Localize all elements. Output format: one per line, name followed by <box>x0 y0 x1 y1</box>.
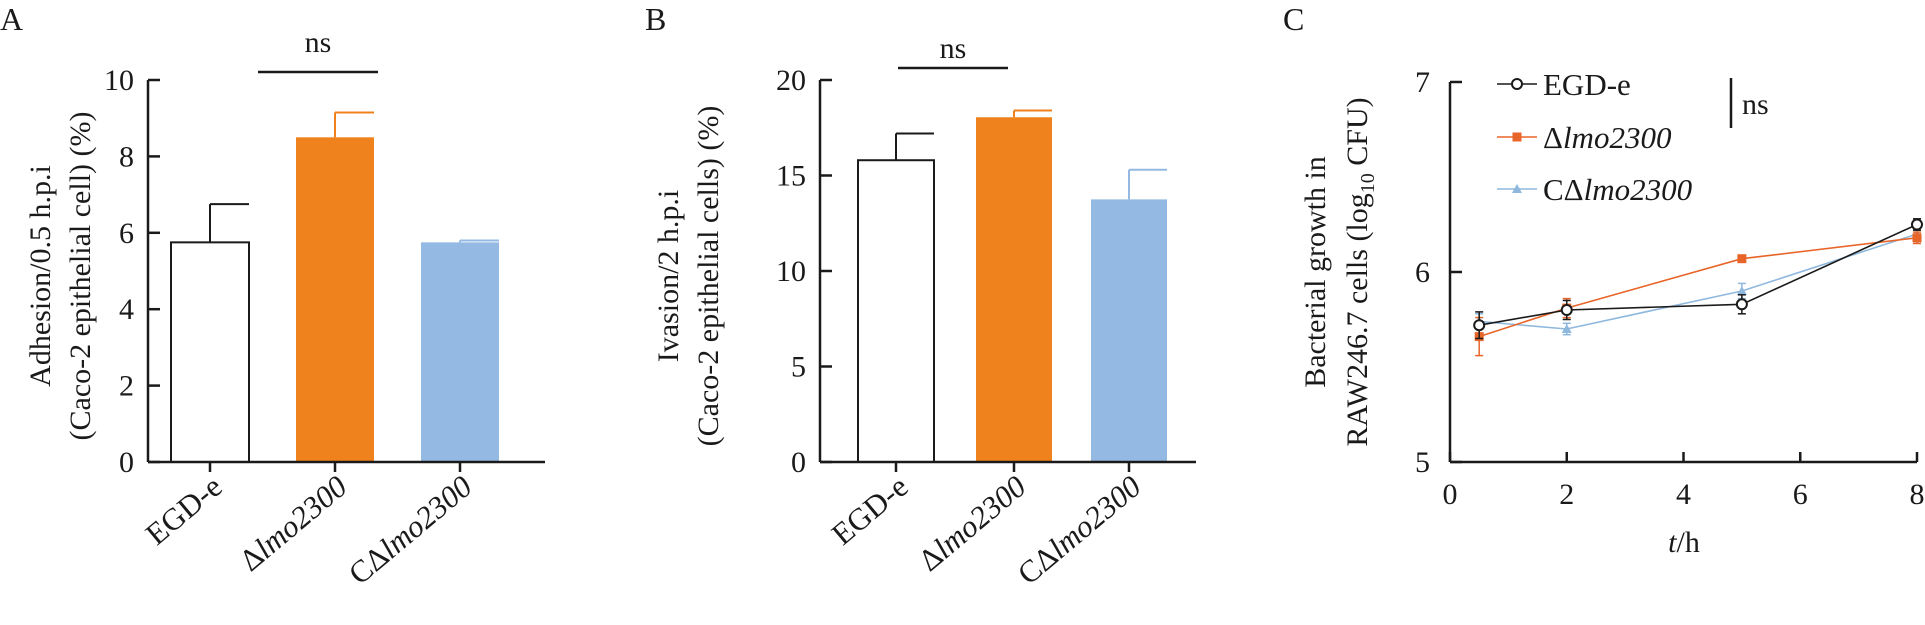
panel-a-category-label-plain: EGD-e <box>139 469 229 552</box>
panel-c-legend-1-label-pre: Δ <box>1543 120 1563 155</box>
panel-b-bar <box>1091 199 1167 462</box>
panel-a-ytick-label: 6 <box>119 217 134 250</box>
panel-a-category-label: Δlmo2300 <box>233 468 354 578</box>
panel-b-category-label-plain: EGD-e <box>825 469 915 552</box>
panel-a-ytick-label: 2 <box>119 370 134 403</box>
panel-b-bar <box>857 159 935 463</box>
panel-c-ylabel-line2-post: CFU) <box>1341 97 1374 173</box>
panel-a-significance-label: ns <box>305 26 332 59</box>
panel-c-ytick-label: 7 <box>1415 66 1430 99</box>
panel-c-legend-1-label: Δlmo2300 <box>1543 120 1672 155</box>
panel-a-ylabel-line2: (Caco-2 epithelial cell) (%) <box>64 111 97 440</box>
panel-a-ytick-label: 4 <box>119 293 134 326</box>
panel-a-bar-chart: Adhesion/0.5 h.p.i (Caco-2 epithelial ce… <box>24 26 545 591</box>
panel-b-significance-label: ns <box>940 32 967 65</box>
panel-letter-c: C <box>1283 1 1304 37</box>
panel-a-ytick-label: 0 <box>119 446 134 479</box>
panel-letter-a: A <box>0 1 23 37</box>
panel-c-xtick-label: 2 <box>1559 478 1574 511</box>
panel-a-category-label-italic: lmo2300 <box>248 468 354 565</box>
panel-c-series-0-point <box>1911 218 1923 231</box>
panel-c-xlabel-italic: t <box>1668 526 1677 559</box>
panel-c-series-1-point <box>1912 233 1922 243</box>
panel-a-ytick-label: 10 <box>104 64 134 97</box>
panel-c-legend-1-label-italic: lmo2300 <box>1563 120 1672 155</box>
panel-a-ylabel-line1: Adhesion/0.5 h.p.i <box>24 165 57 387</box>
panel-a-bar <box>421 242 499 462</box>
panel-c-legend-2-label-italic: lmo2300 <box>1584 172 1693 207</box>
panel-c-series-0-point <box>1735 298 1748 311</box>
panel-c-series-0-point <box>1560 304 1573 316</box>
panel-b-ytick-label: 0 <box>791 446 806 479</box>
panel-c-xlabel-plain: /h <box>1677 526 1700 559</box>
panel-c-series-2-point <box>1561 324 1572 333</box>
panel-b-category-label-italic: lmo2300 <box>927 468 1033 565</box>
panel-c-xtick-label: 0 <box>1443 478 1458 511</box>
panel-a-bar <box>296 137 374 463</box>
panel-c-legend-2-label-pre: CΔ <box>1543 172 1584 207</box>
panel-c-series-0-point <box>1473 319 1486 332</box>
panel-a-category-label: CΔlmo2300 <box>342 468 479 591</box>
panel-b-ytick-label: 5 <box>791 351 806 384</box>
panel-c-ylabel-line2-pre: RAW246.7 cells (log <box>1341 193 1374 446</box>
panel-c-series-1-point <box>1737 254 1747 264</box>
panel-b-category-label: EGD-e <box>825 469 915 552</box>
panel-c-legend-2-swatch-marker <box>1512 184 1522 193</box>
panel-b-ytick-label: 10 <box>776 255 806 288</box>
panel-b-bar-chart: Ivasion/2 h.p.i (Caco-2 epithelial cells… <box>652 32 1196 591</box>
panel-b-category-label-italic: lmo2300 <box>1042 468 1148 565</box>
panel-c-xtick-label: 8 <box>1910 478 1925 511</box>
panel-a-ytick-label: 8 <box>119 140 134 173</box>
panel-c-ytick-label: 5 <box>1415 446 1430 479</box>
panel-a-category-label: EGD-e <box>139 469 229 552</box>
panel-c-legend-0-label: EGD-e <box>1543 67 1631 102</box>
panel-c-xlabel: t/h <box>1668 526 1700 559</box>
panel-c-xtick-label: 4 <box>1676 478 1691 511</box>
panel-a-bar <box>170 241 250 463</box>
panel-c-ytick-label: 6 <box>1415 256 1430 289</box>
panel-c-legend-0-swatch-marker <box>1511 78 1523 90</box>
panel-c-series-2-line <box>1479 233 1918 330</box>
panel-c-legend-2-label: CΔlmo2300 <box>1543 172 1693 207</box>
panel-c-significance-label: ns <box>1742 88 1769 121</box>
panel-b-ylabel-line1: Ivasion/2 h.p.i <box>652 190 685 363</box>
panel-c-series-2-point <box>1736 286 1747 295</box>
panel-letter-b: B <box>645 1 666 37</box>
panel-c-line-chart: Bacterial growth in RAW246.7 cells (log1… <box>1299 66 1925 559</box>
panel-b-ylabel-line2: (Caco-2 epithelial cells) (%) <box>692 106 725 447</box>
panel-c-legend-1-swatch-marker <box>1512 132 1522 142</box>
panel-c-legend-0-label-plain: EGD-e <box>1543 67 1631 102</box>
panel-b-ytick-label: 20 <box>776 64 806 97</box>
panel-c-ylabel-line1: Bacterial growth in <box>1299 156 1332 388</box>
panel-c-series-0-line <box>1479 223 1918 326</box>
panel-b-bar <box>976 117 1052 463</box>
panel-b-ytick-label: 15 <box>776 160 806 193</box>
panel-b-category-label: CΔlmo2300 <box>1011 468 1148 591</box>
panel-c-ylabel-line2: RAW246.7 cells (log10 CFU) <box>1341 97 1379 446</box>
panel-c-xtick-label: 6 <box>1793 478 1808 511</box>
panel-a-category-label-italic: lmo2300 <box>373 468 479 565</box>
panel-c-ylabel-line2-sub: 10 <box>1357 173 1379 193</box>
panel-c-series-1-line <box>1478 237 1918 338</box>
